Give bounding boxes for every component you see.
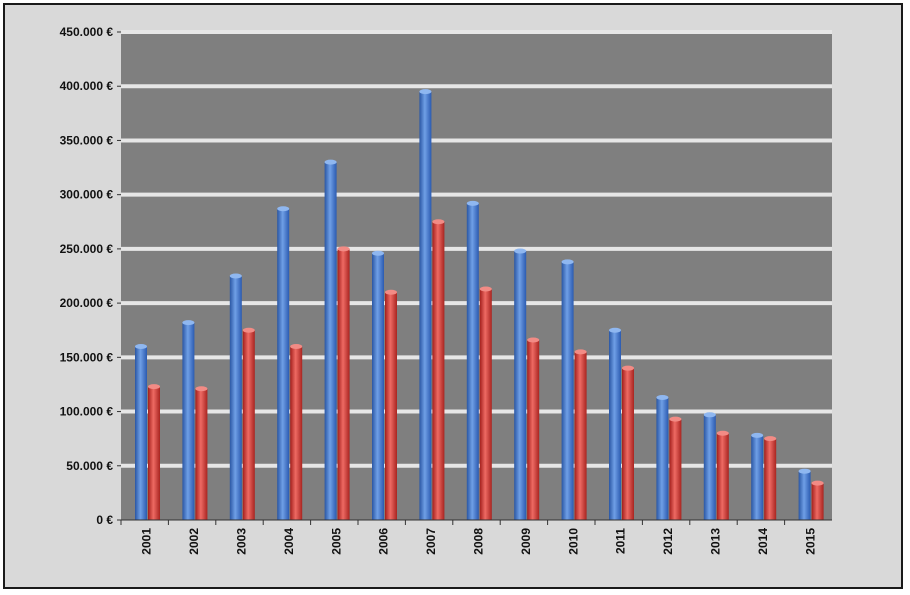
bar-2001-series-2 [148,386,160,520]
y-tick-label: 100.000 € [60,405,114,419]
x-tick-label: 2010 [566,528,580,555]
x-tick-label: 2008 [472,528,486,555]
bar-cap [290,343,303,349]
bar-cap [242,327,255,333]
y-tick-label: 400.000 € [60,79,114,93]
bar-2013-series-2 [716,433,729,520]
x-tick-label: 2013 [709,528,723,555]
bar-2013-series-1 [703,414,716,520]
bar-cap [229,273,242,279]
bar-cap [514,248,527,254]
x-tick-label: 2001 [140,528,154,555]
bar-cap [716,430,729,436]
bar-cap [574,349,587,355]
x-tick-label: 2002 [187,528,201,555]
bar-cap [764,436,777,442]
x-tick-label: 2014 [756,528,770,555]
bar-cap [148,384,160,390]
bar-2009-series-2 [527,339,540,520]
bar-2004-series-2 [290,346,303,520]
bar-2005-series-2 [337,248,350,520]
bar-cap [135,343,147,349]
y-tick-label: 450.000 € [60,25,114,39]
bar-cap [751,432,764,438]
bar-cap [527,337,540,343]
bar-2010-series-2 [574,351,587,520]
x-tick-label: 2011 [614,528,628,554]
bar-2008-series-1 [466,203,479,520]
x-tick-label: 2009 [519,528,533,555]
y-tick-label: 0 € [96,513,113,527]
bar-cap [811,480,824,486]
x-tick-label: 2012 [661,528,675,555]
bar-cap [609,327,621,333]
x-tick-label: 2003 [235,528,249,555]
bar-2002-series-2 [195,388,208,520]
bar-cap [277,206,290,212]
x-tick-label: 2004 [282,528,296,555]
bar-cap [479,286,492,292]
chart-frame: 0 € 50.000 € 100.000 € 150.000 € 200.000 € 25… [3,3,903,589]
x-tick-label: 2005 [329,528,343,555]
bar-cap [703,412,716,418]
y-tick-label: 50.000 € [66,459,113,473]
bar-2010-series-1 [561,261,574,520]
bar-cap [372,250,384,256]
bar-cap [195,386,208,392]
bar-2008-series-2 [479,289,492,520]
bar-2002-series-1 [182,322,195,520]
y-tick-label: 200.000 € [60,296,114,310]
bar-2012-series-1 [656,397,669,520]
bar-2012-series-2 [669,419,682,520]
bar-2015-series-1 [798,471,811,520]
bar-2004-series-1 [277,208,290,520]
bar-cap [432,219,445,225]
bar-2009-series-1 [514,251,527,520]
bar-2003-series-1 [229,276,242,520]
bar-cap [385,289,397,295]
bar-2014-series-2 [764,438,777,520]
x-tick-label: 2006 [377,528,391,555]
bar-2007-series-1 [419,91,432,521]
y-tick-label: 150.000 € [60,350,114,364]
x-tick-label: 2015 [803,528,817,555]
x-axis-ticks: 2001 2002 2003 2004 2005 2006 2007 2008 2009 2010… [120,520,817,555]
bar-2007-series-2 [432,221,445,520]
bar-cap [622,365,634,371]
bar-cap [337,246,350,252]
x-tick-label: 2007 [424,528,438,555]
y-tick-label: 300.000 € [60,188,114,202]
y-axis-ticks: 0 € 50.000 € 100.000 € 150.000 € 200.000 € 25… [60,25,121,527]
bars [135,89,824,521]
bar-2011-series-2 [622,368,634,520]
bar-cap [798,468,811,474]
bar-2014-series-1 [751,435,764,520]
bar-2011-series-1 [609,330,621,520]
bar-cap [656,394,669,400]
y-tick-label: 350.000 € [60,133,114,147]
bar-2006-series-2 [385,292,397,520]
bar-chart: 0 € 50.000 € 100.000 € 150.000 € 200.000 € 25… [60,25,832,555]
bar-cap [419,89,432,95]
bar-cap [466,200,479,206]
bar-2006-series-1 [372,253,384,520]
y-tick-label: 250.000 € [60,242,114,256]
bar-cap [182,320,195,326]
bar-2003-series-2 [242,330,255,520]
bar-cap [324,159,337,165]
bar-cap [669,416,682,422]
bar-cap [561,259,574,265]
bar-2001-series-1 [135,346,147,520]
bar-2005-series-1 [324,162,337,520]
bar-2015-series-2 [811,483,824,520]
